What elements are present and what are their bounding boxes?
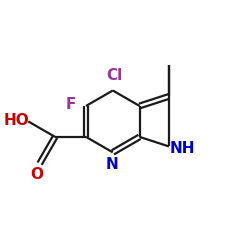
Text: N: N	[105, 157, 118, 172]
Text: F: F	[65, 97, 76, 112]
Text: Cl: Cl	[106, 68, 122, 82]
Text: O: O	[31, 167, 44, 182]
Text: HO: HO	[4, 113, 29, 128]
Text: NH: NH	[169, 141, 195, 156]
